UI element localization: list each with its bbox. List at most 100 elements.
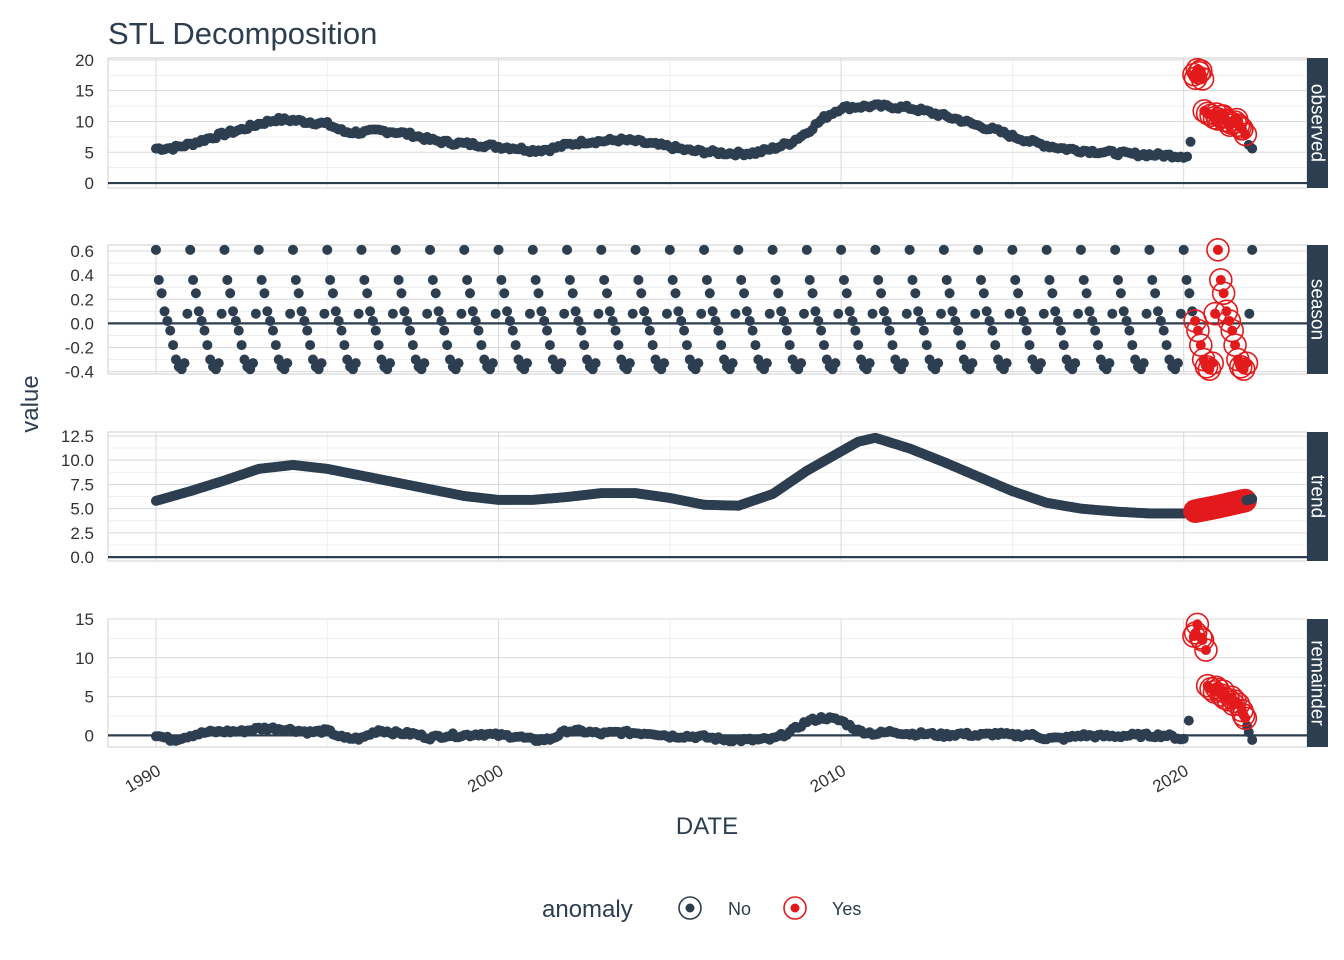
anomaly-point [1218,288,1229,299]
data-point [193,306,204,317]
data-point [613,340,624,351]
data-point [596,244,607,255]
facet-strip-label: season [1307,279,1328,340]
data-point [1107,308,1118,319]
y-tick-label: 5.0 [70,500,94,519]
legend-label-no: No [728,899,751,919]
data-point [1047,288,1058,299]
data-point [938,244,949,255]
data-point [1073,308,1084,319]
data-point [162,315,173,326]
facet-season: -0.4 -0.2 0.0 0.2 0.4 0.6 season [65,238,1328,382]
data-points [150,238,1259,381]
data-point [228,306,239,317]
data-point [764,308,775,319]
data-point [1150,288,1161,299]
data-point [1001,358,1012,369]
data-point [1078,274,1089,285]
data-point [850,325,861,336]
data-point [641,315,652,326]
data-point [499,288,510,299]
data-point [941,274,952,285]
y-tick-label: 0 [85,174,94,193]
data-point [978,288,989,299]
x-tick-label: 2010 [807,761,849,796]
data-points [150,432,1258,524]
facet-panels: 0 5 10 15 20 observed -0.4 -0.2 0.0 0.2 0.4 0.6 seas… [61,51,1328,796]
data-point [681,340,692,351]
data-point [353,308,364,319]
y-tick-label: 5 [85,688,94,707]
data-point [710,315,721,326]
y-tick-label: 15 [75,82,94,101]
y-tick-label: 0.6 [70,242,94,261]
data-point [736,274,747,285]
data-point [636,288,647,299]
data-point [833,308,844,319]
data-point [864,358,875,369]
anomaly-ring [1231,357,1256,381]
data-point [356,244,367,255]
data-point [510,340,521,351]
data-points [150,57,1258,163]
data-point [188,274,199,285]
data-point [487,358,498,369]
data-point [405,325,416,336]
anomaly-ring [1228,115,1252,139]
data-point [402,315,413,326]
legend: anomaly No Yes [542,896,861,923]
data-point [544,340,555,351]
y-tick-label: -0.2 [65,338,94,357]
data-point [1021,325,1032,336]
anomaly-point [1190,315,1201,326]
facet-strip-label: observed [1307,84,1328,162]
data-point [901,308,912,319]
anomaly-point [1200,645,1211,656]
data-point [713,325,724,336]
data-point [567,288,578,299]
data-point [644,325,655,336]
y-tick-label: 10.0 [61,451,94,470]
legend-title: anomaly [542,896,633,923]
data-point [182,308,193,319]
data-point [282,358,293,369]
data-point [196,315,207,326]
data-point [870,244,881,255]
x-axis-ticks: 1990 2000 2010 2020 [122,761,1192,796]
data-point [873,274,884,285]
data-point [624,358,635,369]
data-point [1124,325,1135,336]
anomaly-point [1230,340,1241,351]
x-tick-label: 1990 [122,761,164,796]
data-point [916,315,927,326]
anomaly-point [1218,686,1229,697]
data-point [770,274,781,285]
data-point [887,340,898,351]
data-point [781,325,792,336]
y-tick-label: 0.4 [70,266,94,285]
data-point [1055,325,1066,336]
data-point [836,244,847,255]
data-point [219,244,230,255]
data-point [1115,288,1126,299]
anomaly-ring [1200,351,1225,375]
data-point [1010,274,1021,285]
data-point [407,340,418,351]
data-point [716,340,727,351]
facet-strip [1307,432,1328,561]
data-point [784,340,795,351]
data-point [559,308,570,319]
data-point [370,325,381,336]
legend-label-yes: Yes [832,899,861,919]
anomaly-ring [1228,354,1253,379]
data-point [373,340,384,351]
data-point [844,306,855,317]
data-point [442,340,453,351]
data-point [604,306,615,317]
legend-key-no-ring [678,896,702,920]
anomaly-ring [1187,60,1211,85]
y-tick-label: 7.5 [70,475,94,494]
data-point [921,340,932,351]
data-point [573,315,584,326]
data-point [670,288,681,299]
